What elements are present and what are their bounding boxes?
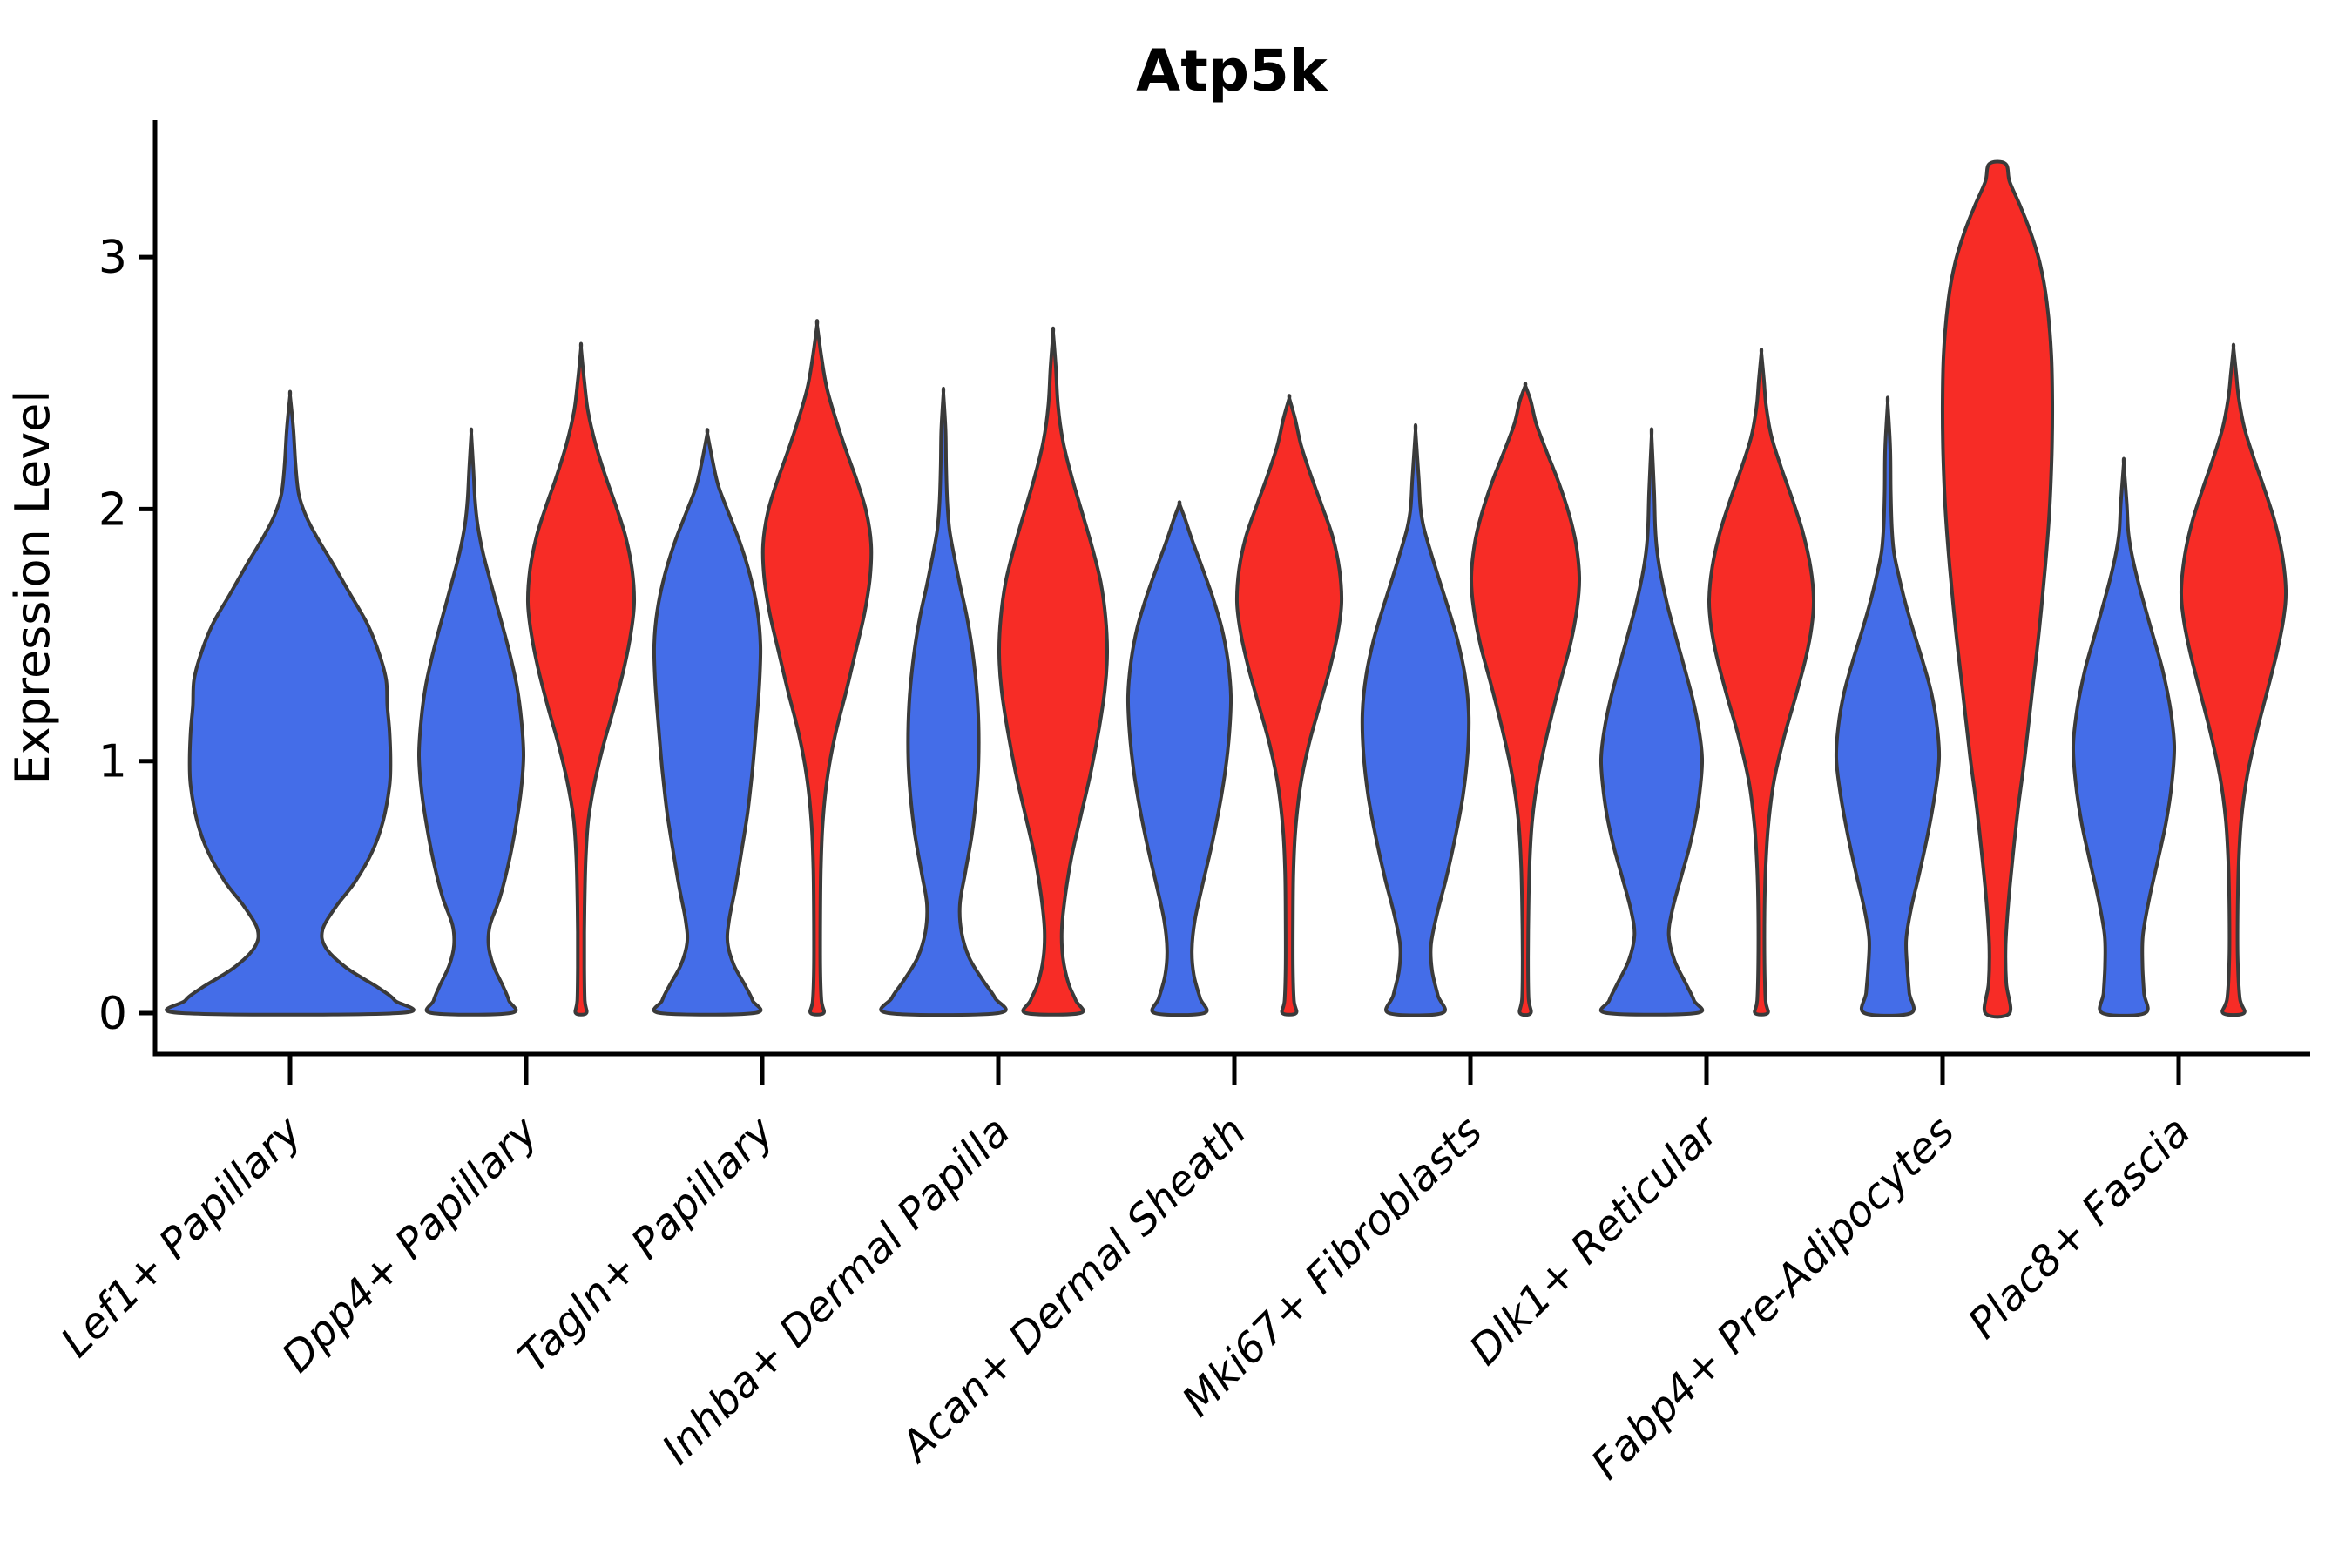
x-tick-label: Plac8+ Fascia — [1959, 1107, 2200, 1348]
chart-title: Atp5k — [1136, 37, 1329, 105]
violin-0-blue — [165, 389, 416, 1017]
violin-7-red — [1940, 159, 2055, 1019]
violin-6-blue — [1598, 427, 1705, 1017]
y-axis-label: Expression Level — [5, 390, 60, 785]
x-tick-label: Tagln+ Papillary — [509, 1106, 784, 1382]
violin-1-blue — [416, 427, 526, 1017]
violin-6-red — [1707, 348, 1816, 1017]
y-tick-label: 0 — [98, 988, 127, 1040]
x-tick-label: Lef1+ Papillary — [51, 1106, 312, 1367]
y-axis-ticks: 0 1 2 3 — [98, 232, 155, 1040]
violin-1-red — [525, 341, 637, 1017]
x-tick-label: Dpp4+ Papillary — [273, 1106, 548, 1382]
y-tick-label: 2 — [98, 483, 127, 536]
violin-8-blue — [2071, 456, 2177, 1017]
violin-2-red — [760, 319, 874, 1017]
x-tick-label: Dlk1+ Reticular — [1460, 1105, 1730, 1375]
violin-2-blue — [652, 428, 763, 1017]
violin-4-blue — [1125, 500, 1233, 1017]
violin-5-blue — [1360, 422, 1471, 1017]
violin-5-red — [1469, 382, 1582, 1017]
violin-3-blue — [879, 386, 1008, 1017]
violins-layer — [165, 159, 2288, 1019]
violin-8-red — [2179, 342, 2288, 1017]
y-tick-label: 1 — [98, 736, 127, 788]
y-tick-label: 3 — [98, 232, 127, 284]
violin-4-red — [1234, 394, 1344, 1017]
violin-3-red — [997, 326, 1110, 1017]
violin-7-blue — [1834, 395, 1942, 1017]
